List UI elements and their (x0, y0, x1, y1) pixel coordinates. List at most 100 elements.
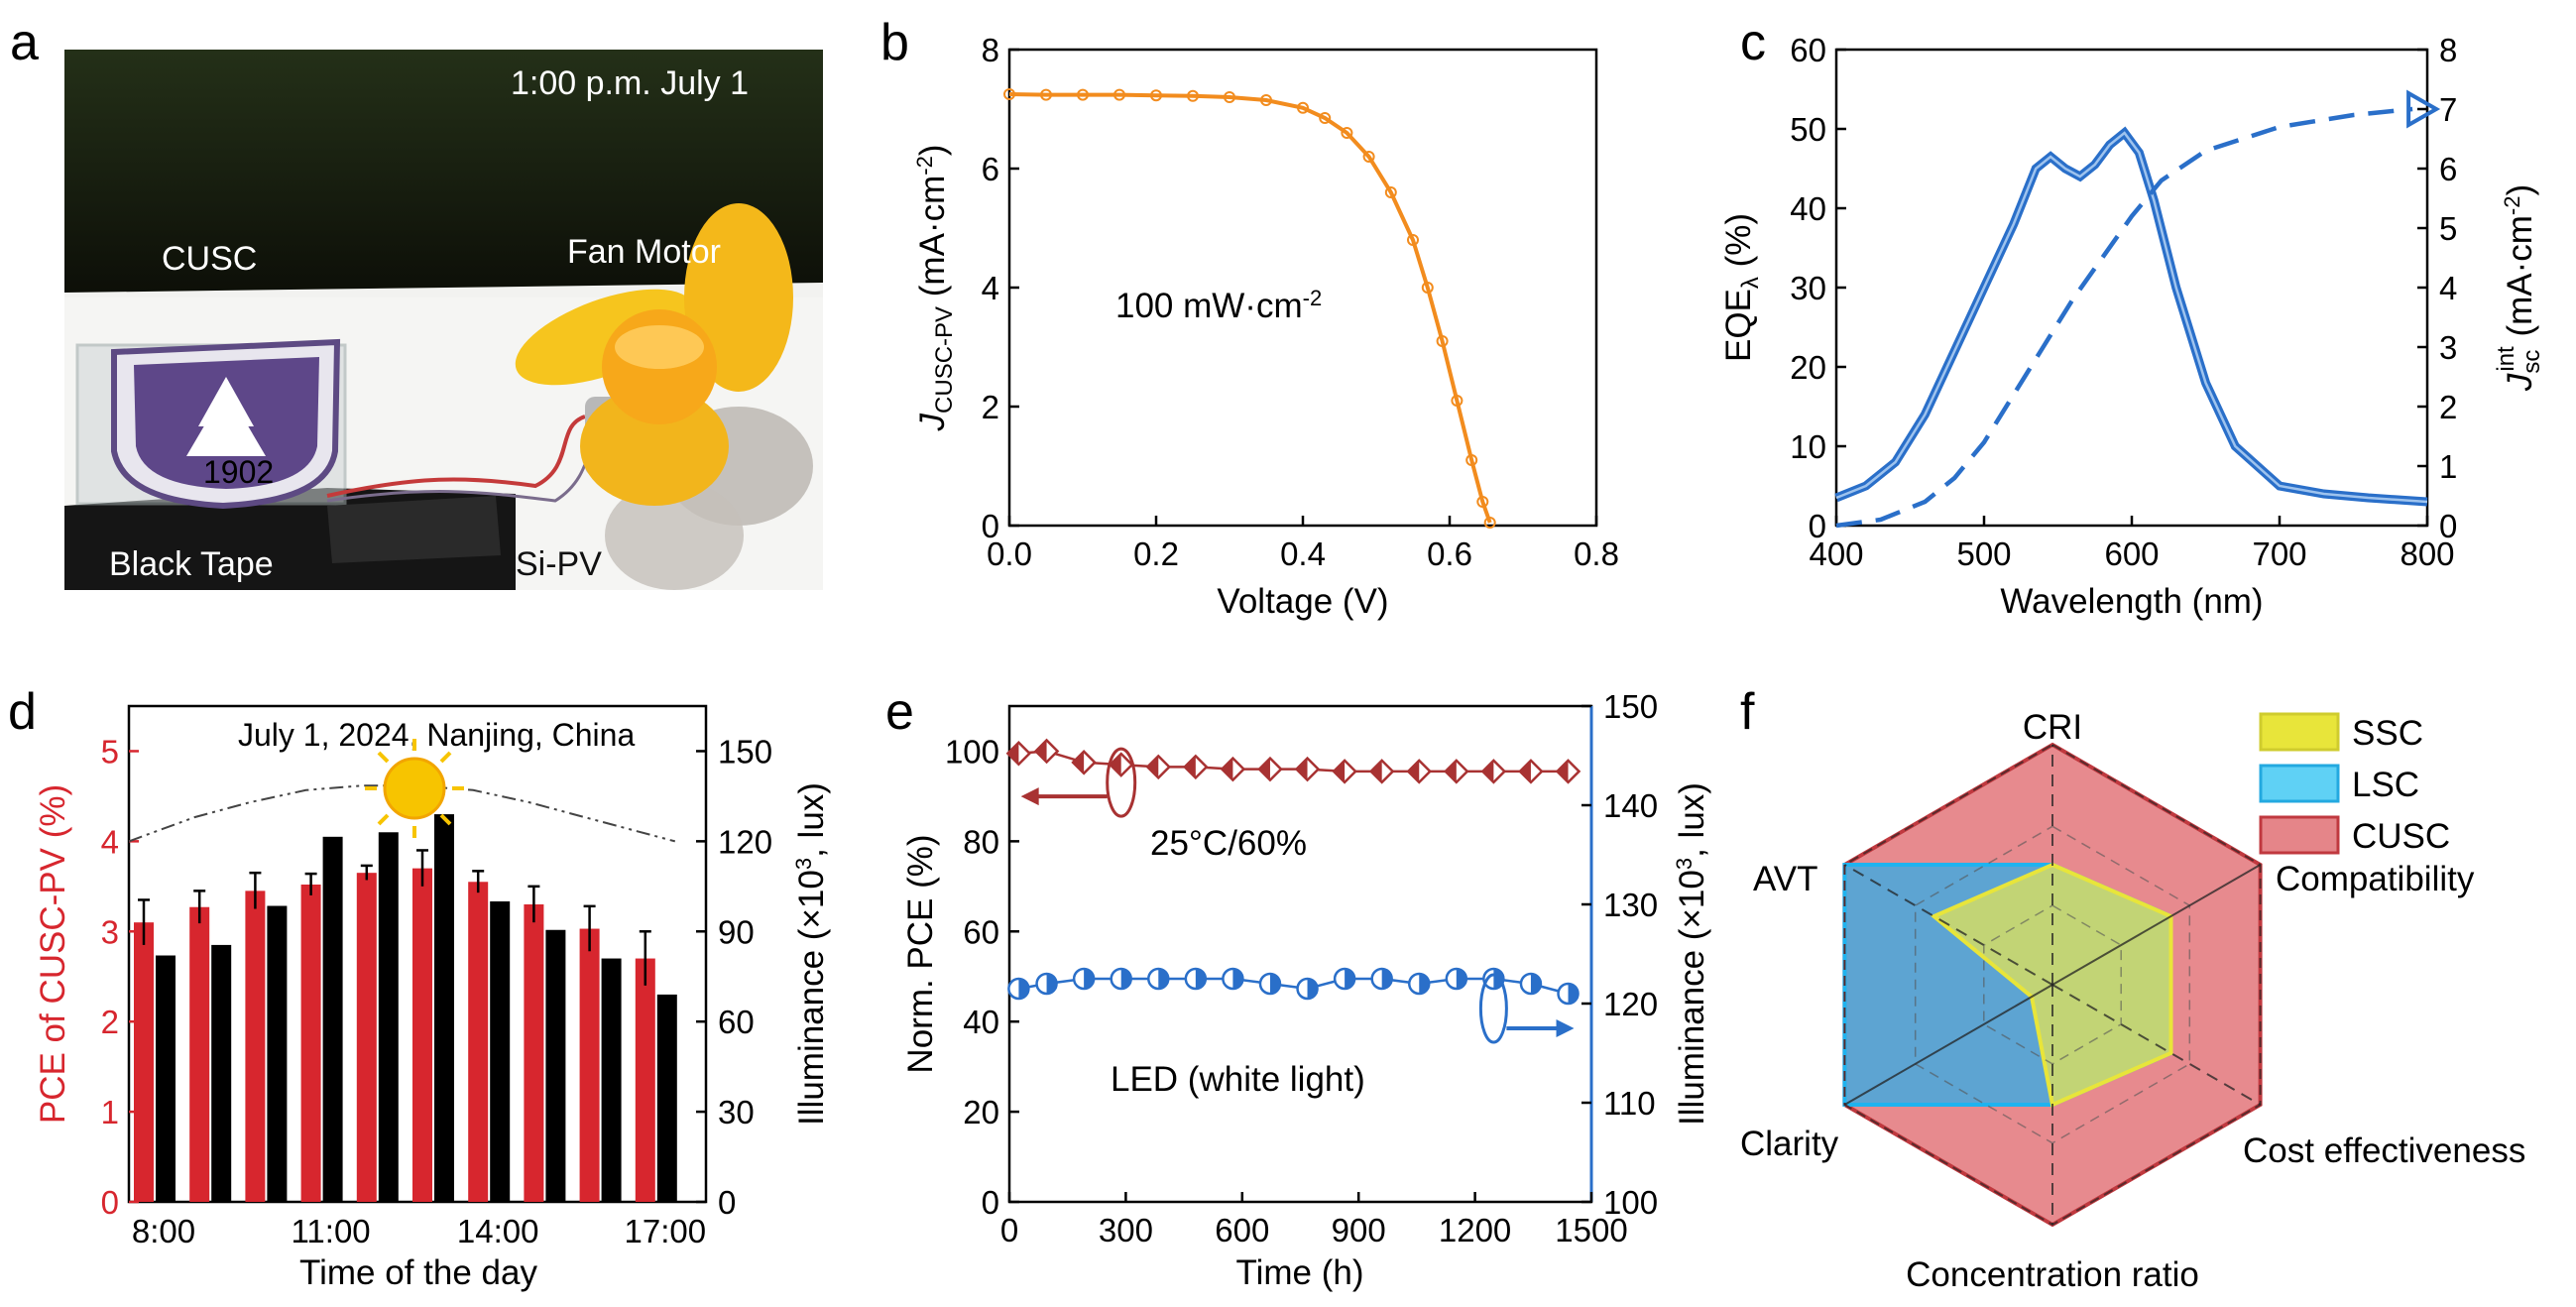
y-tick-label: 60 (963, 913, 999, 950)
y-tick-label: 40 (1790, 190, 1826, 227)
illuminance-marker-fill (1046, 974, 1057, 994)
x-tick-label: 300 (1099, 1212, 1153, 1248)
illuminance-marker-fill (1018, 979, 1029, 999)
illuminance-bar (211, 944, 232, 1202)
right-y-axis-label: Jscint (mA·cm-2) (2493, 184, 2545, 392)
x-tick-label: 0.4 (1280, 535, 1326, 572)
x-tick-label: 1500 (1555, 1212, 1627, 1248)
radar-spoke (1843, 984, 2053, 1106)
pce-bar (579, 928, 600, 1202)
illuminance-bar (601, 958, 622, 1202)
y-tick-label: 0 (2439, 508, 2457, 544)
illuminance-bar (378, 832, 399, 1202)
panel-a: a 1902 (10, 14, 823, 590)
y-tick-label: 6 (982, 151, 999, 187)
jv-data-point (1476, 496, 1489, 508)
light-source-annotation: LED (white light) (1111, 1060, 1365, 1099)
pce-bar (189, 906, 210, 1202)
y-tick-label: 0 (101, 1184, 119, 1221)
x-tick-label: 800 (2400, 535, 2454, 572)
y-tick-label: 5 (2439, 210, 2457, 247)
illuminance-marker-fill (1084, 969, 1095, 989)
legend-label-cusc: CUSC (2352, 817, 2450, 856)
jv-data-point (1150, 89, 1162, 102)
jv-data-point (1436, 335, 1449, 347)
y-tick-label: 130 (1603, 887, 1658, 923)
jv-data-point (1362, 151, 1375, 163)
illuminance-marker-fill (1232, 969, 1243, 989)
right-y-axis-label: Illuminance (×103, lux) (791, 782, 831, 1126)
radar-spoke (2051, 984, 2262, 1106)
x-tick-label: 600 (2104, 535, 2159, 572)
y-tick-label: 100 (945, 733, 999, 770)
illuminance-bar (267, 905, 288, 1202)
y-tick-label: 150 (1603, 688, 1658, 725)
y-tick-label: 6 (2439, 151, 2457, 187)
legend-swatch-lsc (2259, 764, 2340, 803)
x-tick-label: 400 (1809, 535, 1863, 572)
illuminance-marker-fill (1381, 969, 1392, 989)
jv-data-point (1260, 94, 1272, 106)
y-tick-label: 4 (982, 270, 999, 306)
jv-data-point (1384, 186, 1397, 198)
right-axis-arrow-icon (2406, 89, 2441, 129)
pce-marker-fill (1258, 758, 1270, 780)
plot-frame (1834, 48, 2429, 528)
jv-data-point (1319, 112, 1332, 124)
illuminance-bar (156, 955, 176, 1202)
jsc-int-series-line (1835, 106, 2413, 529)
illuminance-marker-fill (1120, 969, 1131, 989)
illuminance-marker-fill (1307, 979, 1318, 999)
panel-label-d: d (8, 683, 37, 741)
y-tick-label: 10 (1790, 428, 1826, 465)
panel-b-jv-curve: b 0 2 4 6 8 0.0 0.2 0.4 0.6 0.8 Voltage (V) JCUSC… (880, 14, 1619, 621)
y-tick-label: 7 (2439, 91, 2457, 128)
y-tick-label: 2 (2439, 389, 2457, 425)
illuminance-bar (490, 900, 511, 1202)
illuminance-bar (434, 814, 454, 1202)
y-tick-label: 50 (1790, 111, 1826, 148)
pce-series-line (1018, 750, 1569, 773)
radar-axis-label: CRI (2023, 708, 2082, 747)
jv-data-point (1483, 517, 1496, 529)
right-arrowhead-icon (1556, 1019, 1575, 1037)
x-tick-label: 700 (2252, 535, 2306, 572)
y-tick-label: 120 (1603, 986, 1658, 1022)
panel-d-daily-pce: d 0 1 2 3 4 5 0 30 60 90 120 150 8:00 11:00 14:00 17:00… (8, 683, 831, 1292)
jv-data-point (1113, 88, 1125, 101)
left-y-axis-label: Norm. PCE (%) (901, 834, 940, 1073)
y-tick-label: 5 (101, 733, 119, 770)
y-tick-label: 1 (101, 1094, 119, 1130)
radar-axis-label: AVT (1753, 860, 1817, 898)
pce-marker-fill (1110, 754, 1121, 776)
y-tick-label: 2 (982, 389, 999, 425)
photo-label-si-pv: Si-PV (516, 545, 602, 583)
radar-inner-grid (1983, 904, 2122, 1065)
illuminance-marker-fill (1269, 974, 1280, 994)
condition-annotation: 25°C/60% (1150, 824, 1307, 863)
pce-bar (524, 904, 544, 1202)
photo-label-fan-motor: Fan Motor (567, 233, 721, 271)
x-axis-label: Voltage (V) (1217, 582, 1388, 621)
eqe-series-line (1834, 126, 2428, 507)
jv-data-point (1421, 282, 1434, 294)
y-tick-label: 40 (963, 1004, 999, 1040)
x-tick-label: 1200 (1439, 1212, 1511, 1248)
pce-marker-fill (1007, 742, 1019, 765)
pce-series-indicator (1106, 747, 1137, 818)
panel-label-b: b (880, 14, 909, 71)
y-tick-label: 0 (1809, 508, 1826, 544)
y-tick-label: 0 (982, 1184, 999, 1221)
y-tick-label: 80 (963, 823, 999, 860)
x-tick-label: 17:00 (625, 1213, 707, 1249)
illuminance-series-line (1018, 977, 1569, 996)
illuminance-bar (545, 929, 566, 1202)
illuminance-bar (322, 836, 343, 1202)
legend-label-lsc: LSC (2352, 766, 2419, 804)
y-tick-label: 110 (1603, 1085, 1656, 1122)
jv-data-point (1407, 234, 1419, 246)
left-arrowhead-icon (1020, 787, 1039, 806)
y-tick-label: 90 (718, 913, 755, 950)
sun-icon (365, 739, 464, 838)
